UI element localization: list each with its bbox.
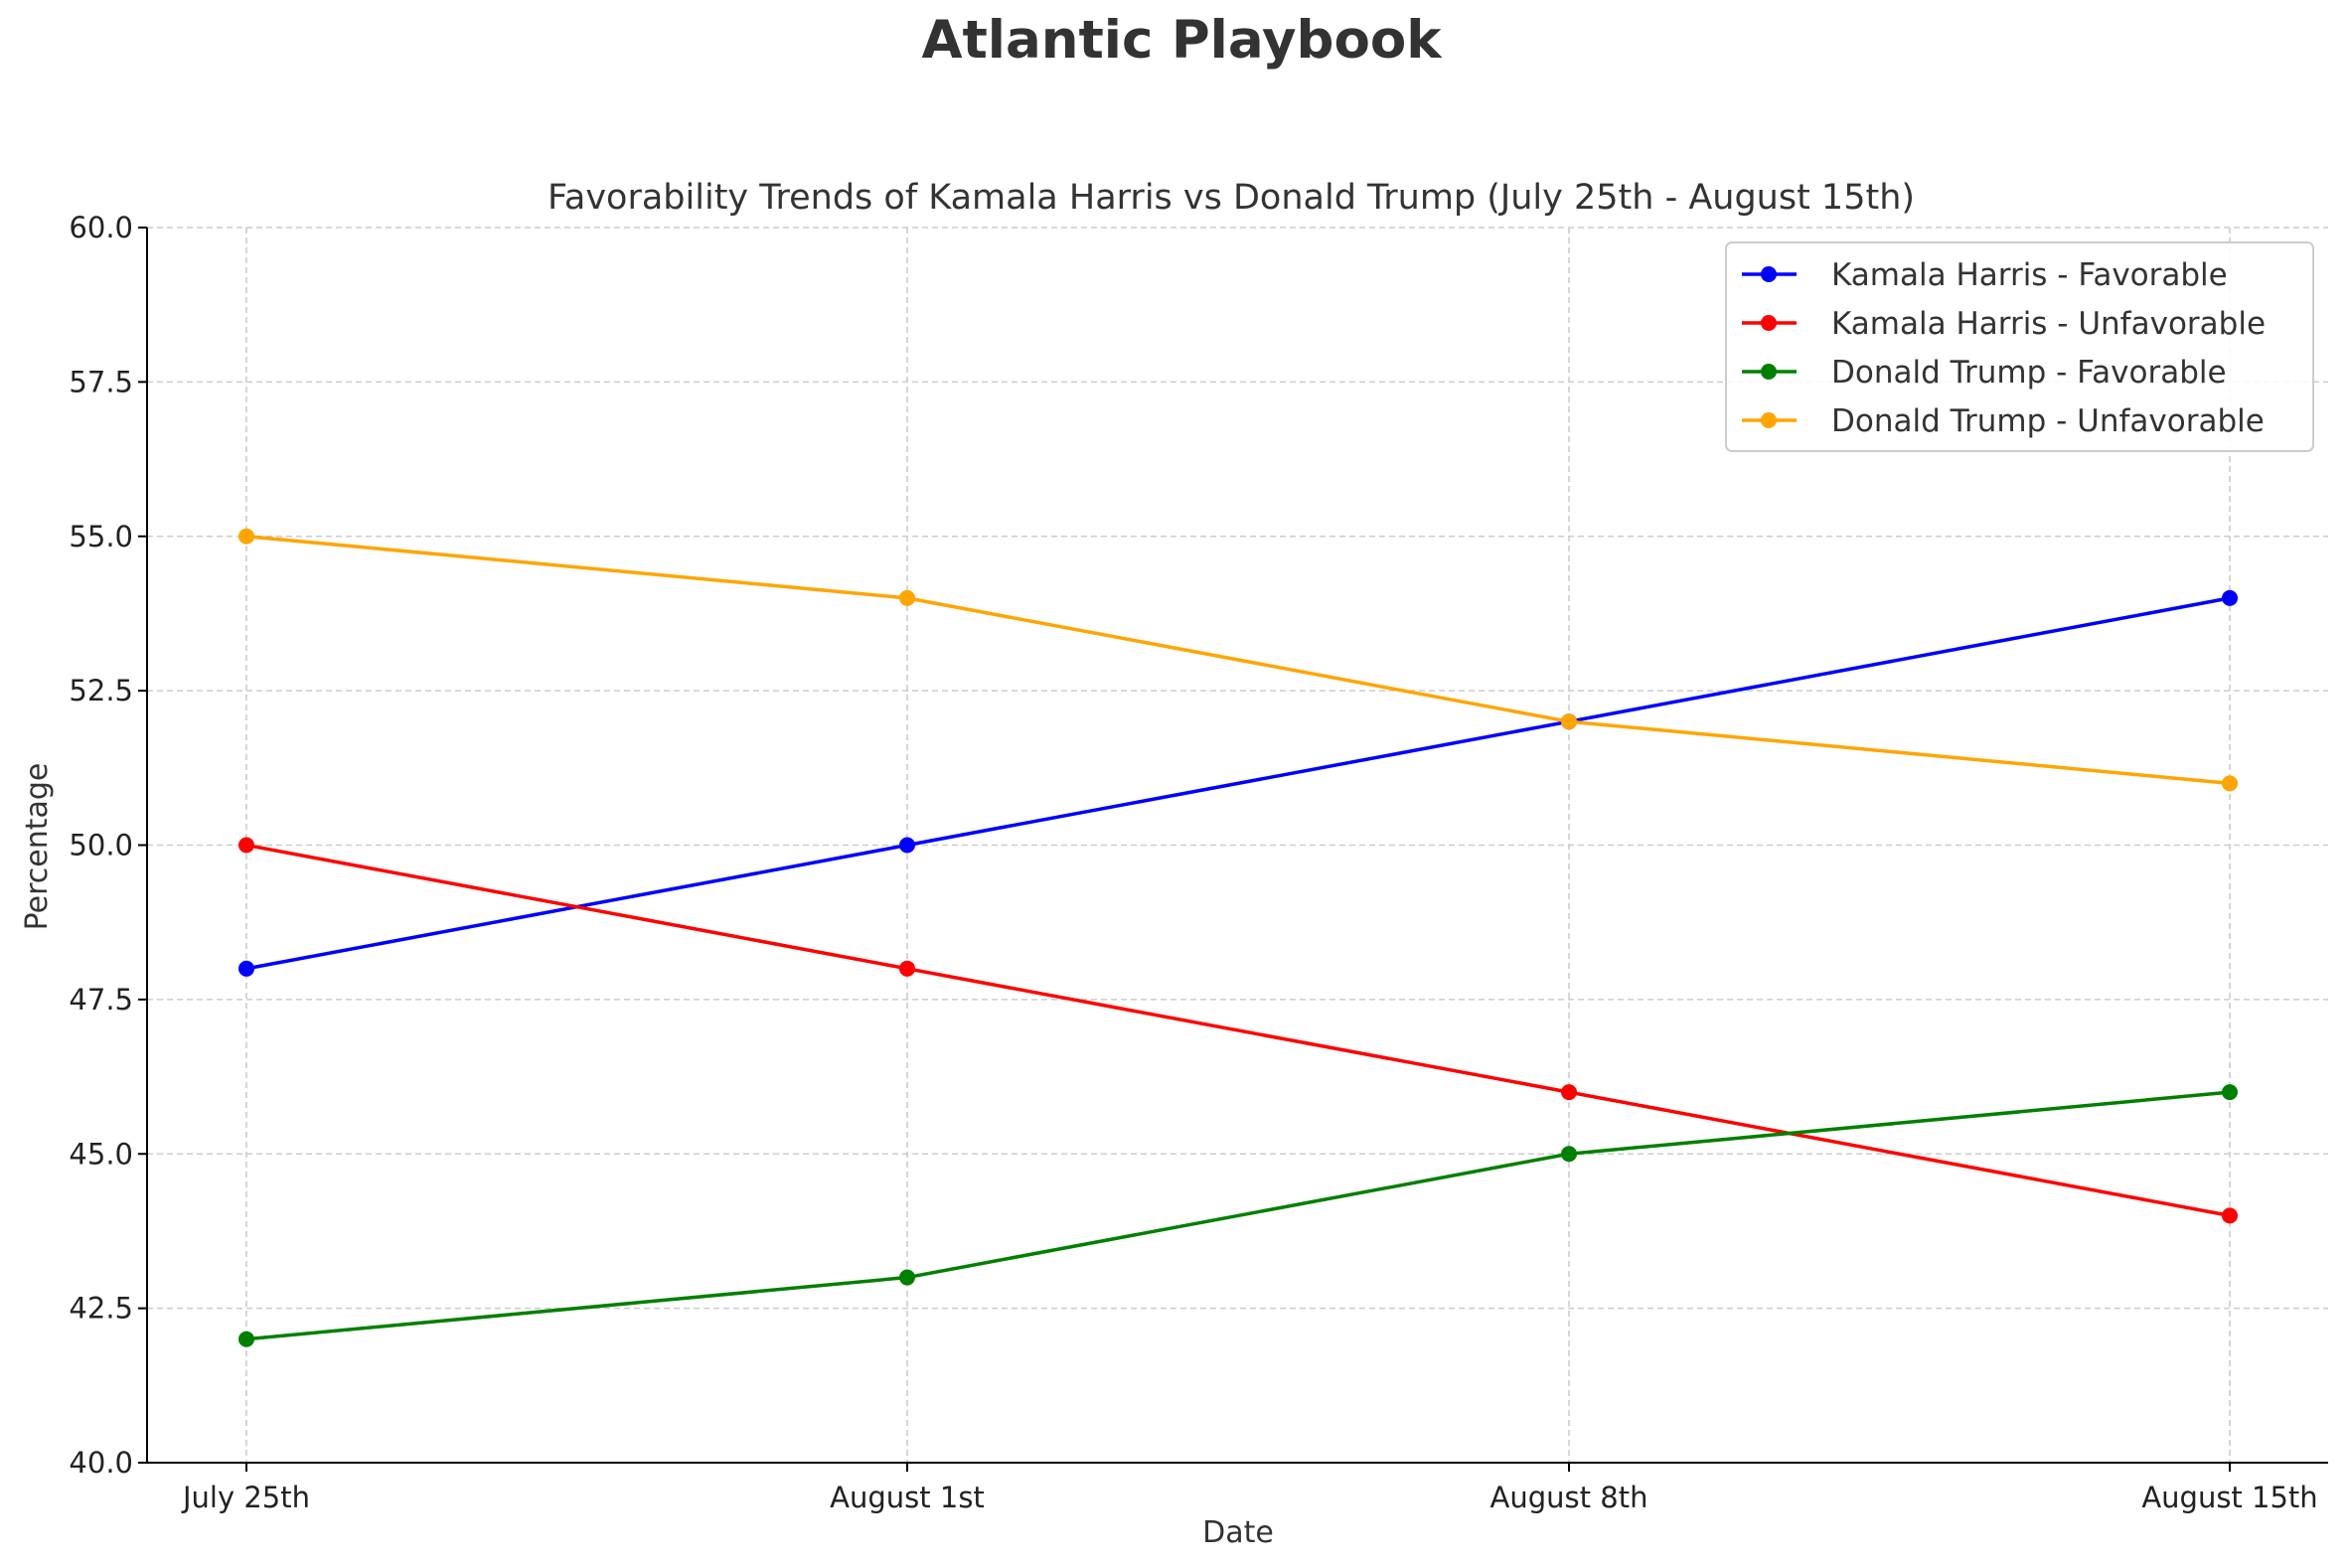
- legend-item: Kamala Harris - Favorable: [1742, 257, 2228, 293]
- y-tick-label: 47.5: [69, 983, 133, 1017]
- y-tick-label: 60.0: [69, 211, 133, 244]
- series-2: [238, 1084, 2238, 1347]
- data-point: [238, 1331, 254, 1347]
- y-tick-label: 45.0: [69, 1137, 133, 1171]
- legend-item: Kamala Harris - Unfavorable: [1742, 306, 2266, 342]
- y-tick-label: 57.5: [69, 365, 133, 398]
- series-line: [245, 535, 2231, 786]
- x-axis-label: Date: [1202, 1515, 1274, 1550]
- series-line: [245, 596, 2231, 971]
- series-0: [238, 589, 2238, 977]
- legend-marker: [1761, 412, 1777, 428]
- x-tick-label: August 1st: [830, 1481, 985, 1514]
- series-1: [238, 837, 2238, 1224]
- series-3: [238, 528, 2238, 792]
- data-point: [899, 960, 915, 977]
- data-point: [899, 589, 915, 606]
- y-tick-label: 40.0: [69, 1446, 133, 1480]
- data-point: [2222, 775, 2238, 792]
- y-tick-label: 55.0: [69, 520, 133, 553]
- data-point: [238, 528, 254, 545]
- data-point: [1561, 713, 1577, 730]
- x-tick-label: August 8th: [1490, 1481, 1648, 1514]
- data-point: [238, 960, 254, 977]
- legend-item: Donald Trump - Unfavorable: [1742, 403, 2265, 439]
- data-point: [899, 837, 915, 854]
- data-point: [2222, 1207, 2238, 1224]
- data-point: [1561, 1084, 1577, 1101]
- legend-marker: [1761, 266, 1777, 282]
- grid-lines: [147, 227, 2328, 1464]
- y-axis-label: Percentage: [20, 763, 55, 931]
- y-tick-label: 52.5: [69, 674, 133, 707]
- legend-label: Kamala Harris - Unfavorable: [1831, 306, 2266, 342]
- series-line: [245, 1090, 2231, 1341]
- legend-label: Donald Trump - Favorable: [1831, 355, 2227, 391]
- legend-frame: [1725, 241, 2314, 452]
- y-axis-ticks: 40.0 42.5 45.0 47.5 50.0 52.5 55.0 57.5 60.0: [69, 211, 147, 1480]
- data-point: [2222, 1084, 2238, 1101]
- chart-suptitle: Atlantic Playbook: [921, 10, 1443, 71]
- x-axis-ticks: July 25th August 1st August 8th August 15th: [181, 1463, 2318, 1514]
- plot-series: [238, 528, 2238, 1347]
- x-tick-label: August 15th: [2141, 1481, 2317, 1514]
- data-point: [1561, 1146, 1577, 1163]
- legend-marker: [1761, 364, 1777, 380]
- legend-marker: [1761, 315, 1777, 331]
- x-tick-label: July 25th: [181, 1481, 310, 1514]
- legend-label: Kamala Harris - Favorable: [1831, 257, 2228, 293]
- data-point: [2222, 589, 2238, 606]
- legend: Kamala Harris - Favorable Kamala Harris -…: [1725, 241, 2314, 452]
- legend-label: Donald Trump - Unfavorable: [1831, 403, 2265, 439]
- y-tick-label: 42.5: [69, 1292, 133, 1326]
- data-point: [238, 837, 254, 854]
- y-tick-label: 50.0: [69, 829, 133, 862]
- series-line: [245, 843, 2231, 1218]
- data-point: [899, 1269, 915, 1286]
- chart-title: Favorability Trends of Kamala Harris vs …: [548, 178, 1915, 218]
- legend-item: Donald Trump - Favorable: [1742, 355, 2227, 391]
